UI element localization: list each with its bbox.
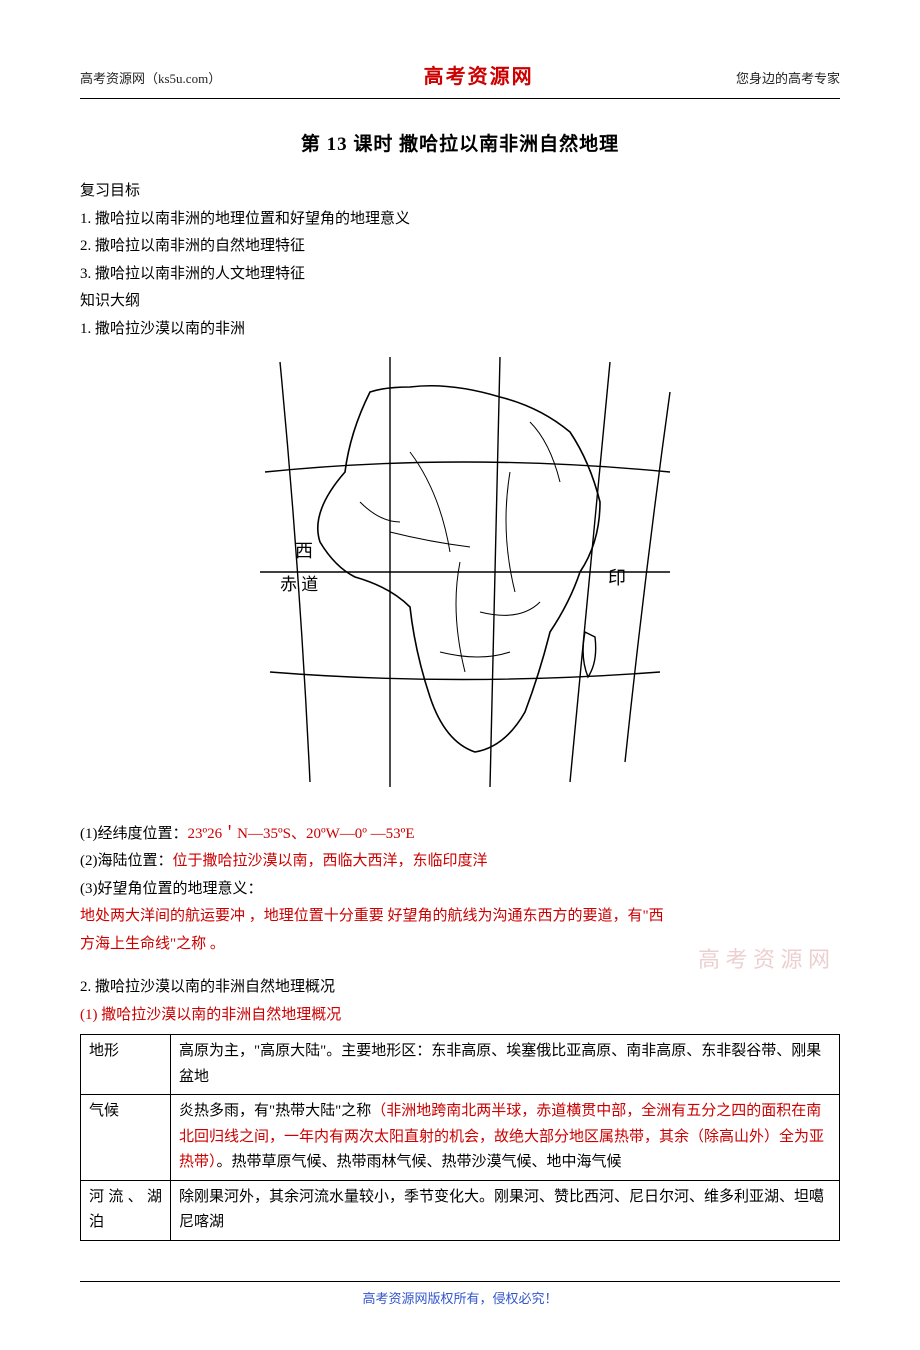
- objective-1: 1. 撒哈拉以南非洲的地理位置和好望角的地理意义: [80, 207, 840, 233]
- objective-3: 3. 撒哈拉以南非洲的人文地理特征: [80, 262, 840, 288]
- header-left: 高考资源网（ks5u.com）: [80, 68, 221, 90]
- page-footer: 高考资源网版权所有，侵权必究！: [80, 1281, 840, 1310]
- table-row: 河流、湖泊 除刚果河外，其余河流水量较小，季节变化大。刚果河、赞比西河、尼日尔河…: [81, 1180, 840, 1240]
- map-label-equator: 赤 道: [280, 575, 318, 594]
- latlon-value: 23º26＇N—35ºS、20ºW—0º —53ºE: [188, 826, 415, 842]
- africa-map-figure: 西 赤 道 印: [80, 352, 840, 802]
- header-right: 您身边的高考专家: [736, 68, 840, 90]
- cape-label: (3)好望角位置的地理意义：: [80, 877, 840, 903]
- page-title: 第 13 课时 撒哈拉以南非洲自然地理: [80, 129, 840, 161]
- climate-black1: 炎热多雨，有"热带大陆"之称: [179, 1103, 371, 1119]
- location-latlon: (1)经纬度位置：23º26＇N—35ºS、20ºW—0º —53ºE: [80, 822, 840, 848]
- page-header: 高考资源网（ks5u.com） 高考资源网 您身边的高考专家: [80, 60, 840, 99]
- section2-sub: (1) 撒哈拉沙漠以南的非洲自然地理概况: [80, 1003, 840, 1029]
- africa-map-svg: 西 赤 道 印: [240, 352, 680, 792]
- content-block: 复习目标 1. 撒哈拉以南非洲的地理位置和好望角的地理意义 2. 撒哈拉以南非洲…: [80, 179, 840, 1241]
- header-center-logo: 高考资源网: [424, 60, 534, 94]
- cape-desc-line2: 方海上生命线"之称 。: [80, 932, 840, 958]
- sea-value: 位于撒哈拉沙漠以南，西临大西洋，东临印度洋: [173, 853, 488, 869]
- outline-item-1: 1. 撒哈拉沙漠以南的非洲: [80, 317, 840, 343]
- cell-terrain-value: 高原为主，"高原大陆"。主要地形区：东非高原、埃塞俄比亚高原、南非高原、东非裂谷…: [171, 1035, 840, 1095]
- cell-climate-label: 气候: [81, 1095, 171, 1181]
- geo-overview-table: 地形 高原为主，"高原大陆"。主要地形区：东非高原、埃塞俄比亚高原、南非高原、东…: [80, 1034, 840, 1241]
- cell-climate-value: 炎热多雨，有"热带大陆"之称（非洲地跨南北两半球，赤道横贯中部，全洲有五分之四的…: [171, 1095, 840, 1181]
- cell-terrain-label: 地形: [81, 1035, 171, 1095]
- section2-title: 2. 撒哈拉沙漠以南的非洲自然地理概况: [80, 975, 840, 1001]
- location-sea: (2)海陆位置：位于撒哈拉沙漠以南，西临大西洋，东临印度洋: [80, 849, 840, 875]
- outline-label: 知识大纲: [80, 289, 840, 315]
- cape-desc-line1: 地处两大洋间的航运要冲 ，地理位置十分重要 好望角的航线为沟通东西方的要道，有"…: [80, 904, 840, 930]
- cell-river-label: 河流、湖泊: [81, 1180, 171, 1240]
- map-label-india: 印: [608, 568, 626, 588]
- table-row: 气候 炎热多雨，有"热带大陆"之称（非洲地跨南北两半球，赤道横贯中部，全洲有五分…: [81, 1095, 840, 1181]
- table-row: 地形 高原为主，"高原大陆"。主要地形区：东非高原、埃塞俄比亚高原、南非高原、东…: [81, 1035, 840, 1095]
- cell-river-value: 除刚果河外，其余河流水量较小，季节变化大。刚果河、赞比西河、尼日尔河、维多利亚湖…: [171, 1180, 840, 1240]
- map-label-west: 西: [295, 541, 313, 561]
- climate-black2: 。热带草原气候、热带雨林气候、热带沙漠气候、地中海气候: [217, 1154, 622, 1170]
- latlon-prefix: (1)经纬度位置：: [80, 826, 188, 842]
- sea-prefix: (2)海陆位置：: [80, 853, 173, 869]
- objective-2: 2. 撒哈拉以南非洲的自然地理特征: [80, 234, 840, 260]
- review-goals-label: 复习目标: [80, 179, 840, 205]
